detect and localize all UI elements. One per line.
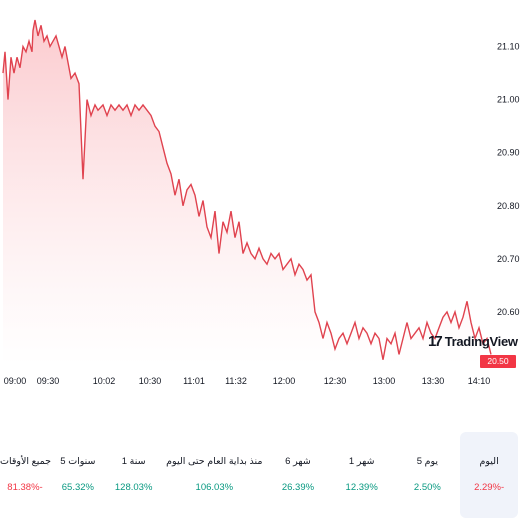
period-change-value: 81.38%- [7,482,43,493]
y-tick-label: 21.00 [497,95,520,105]
period-tab[interactable]: 5 سنوات 65.32% [50,432,106,518]
tradingview-logo-text: TradingView [444,334,518,349]
period-change-value: 26.39% [281,482,315,493]
y-tick-label: 20.60 [497,307,520,317]
chart-canvas[interactable]: 21.10 21.00 20.90 20.80 20.70 20.60 09:00 09:3… [0,0,520,420]
period-label: 6 شهر [285,456,311,467]
period-label: اليوم [479,456,499,467]
tradingview-logo[interactable]: 17 TradingView [428,333,518,350]
price-chart[interactable]: 21.10 21.00 20.90 20.80 20.70 20.60 09:00 09:3… [0,0,520,420]
period-label: 5 سنوات [60,456,96,467]
price-area-fill [3,20,491,365]
x-tick-label: 09:30 [37,376,60,386]
period-tab[interactable]: 1 سنة 128.03% [106,432,162,518]
period-performance-tabs: اليوم 2.29%- 5 يوم 2.50% 1 شهر 12.39% 6 شهر 26.… [0,432,520,518]
period-change-value: 65.32% [61,482,94,493]
period-tab[interactable]: 5 يوم 2.50% [395,432,461,518]
period-change-value: 2.29%- [474,482,505,493]
y-tick-label: 21.10 [497,42,520,52]
period-tab[interactable]: اليوم 2.29%- [460,432,518,518]
period-change-value: 12.39% [345,482,378,493]
y-tick-label: 20.80 [497,201,520,211]
x-tick-label: 13:00 [373,376,396,386]
period-change-value: 128.03% [114,482,153,493]
x-tick-label: 10:30 [139,376,162,386]
x-tick-label: 14:10 [468,376,491,386]
x-tick-label: 09:00 [4,376,27,386]
period-change-value: 106.03% [195,482,234,493]
period-label: جميع الأوقات [0,456,51,467]
period-tab[interactable]: جميع الأوقات 81.38%- [0,432,51,518]
period-tab[interactable]: 6 شهر 26.39% [267,432,329,518]
x-tick-label: 13:30 [422,376,445,386]
x-tick-label: 10:02 [93,376,116,386]
period-label: 1 شهر [348,456,375,467]
x-tick-label: 11:01 [183,376,205,386]
x-tick-label: 11:32 [225,376,247,386]
x-tick-label: 12:00 [273,376,296,386]
tradingview-logo-icon: 17 [428,333,443,350]
period-tab[interactable]: 1 شهر 12.39% [329,432,395,518]
price-line [2,19,492,360]
period-label: منذ بداية العام حتى اليوم [166,456,263,467]
period-label: 5 يوم [416,456,439,467]
y-tick-label: 20.90 [497,148,520,158]
period-tab[interactable]: منذ بداية العام حتى اليوم 106.03% [162,432,268,518]
period-change-value: 2.50% [413,482,441,493]
x-tick-label: 12:30 [324,376,347,386]
period-label: 1 سنة [121,456,146,467]
last-price-badge: 20.50 [480,355,516,368]
y-tick-label: 20.70 [497,254,520,264]
